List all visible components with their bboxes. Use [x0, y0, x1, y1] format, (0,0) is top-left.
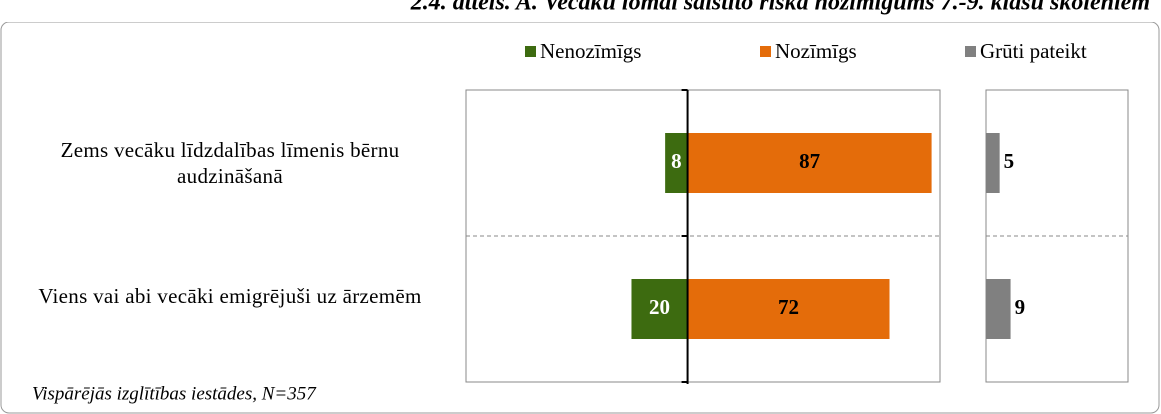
value-label: 8	[671, 149, 682, 173]
bar	[986, 133, 1000, 193]
legend-swatch	[760, 46, 771, 57]
legend-swatch	[965, 46, 976, 57]
bar	[631, 279, 688, 339]
value-label: 20	[649, 295, 670, 319]
legend-label: Nenozīmīgs	[540, 39, 641, 63]
legend-swatch	[525, 46, 536, 57]
value-label: 72	[778, 295, 799, 319]
title-mask-bg	[0, 0, 1161, 22]
legend-label: Grūti pateikt	[980, 39, 1087, 63]
value-label: 9	[1015, 295, 1026, 319]
value-label: 87	[799, 149, 820, 173]
bar	[687, 279, 890, 339]
category-label: Zems vecāku līdzdalības līmenis bērnu au…	[60, 138, 400, 188]
bar	[986, 279, 1011, 339]
legend-label: Nozīmīgs	[775, 39, 857, 63]
footnote: Vispārējās izglītības iestādes, N=357	[32, 383, 317, 404]
chart-title: 2.4. attēls. A. Vecāku lomai saistīto ri…	[410, 0, 1150, 16]
bar	[687, 133, 932, 193]
value-label: 5	[1004, 149, 1015, 173]
chart-frame	[0, 21, 1160, 414]
category-label: Viens vai abi vecāki emigrējuši uz ārzem…	[38, 284, 422, 308]
bar	[665, 133, 688, 193]
